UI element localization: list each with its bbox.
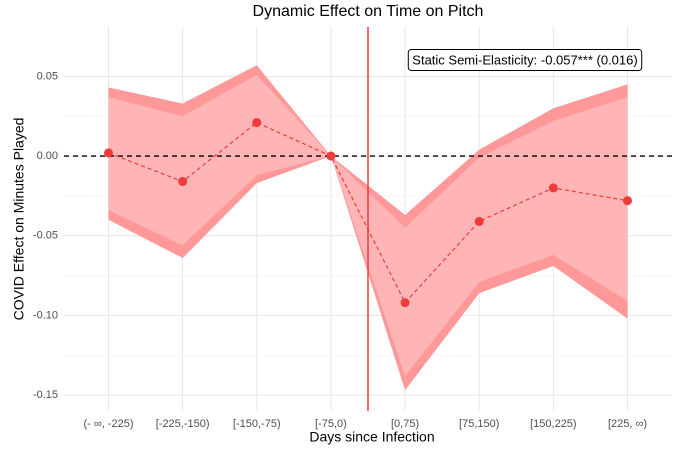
x-tick-label: [-225,-150) [156, 418, 210, 430]
y-tick-label: 0.00 [37, 150, 58, 162]
point [326, 151, 336, 161]
y-axis-title: COVID Effect on Minutes Played [11, 118, 27, 321]
point [400, 298, 410, 308]
x-tick-label: [-75,0) [315, 418, 347, 430]
estimate-line [108, 121, 628, 304]
y-tick-label: -0.15 [33, 389, 58, 401]
x-tick-label: [225, ∞) [608, 418, 647, 430]
chart-title: Dynamic Effect on Time on Pitch [253, 3, 484, 20]
point [474, 216, 484, 226]
x-axis-title: Days since Infection [309, 429, 434, 445]
x-tick-label: [-150,-75) [233, 418, 281, 430]
point [623, 196, 633, 206]
annotation-box [407, 48, 643, 71]
x-tick-label: [75,150) [459, 418, 499, 430]
point [103, 148, 113, 158]
point [178, 177, 188, 187]
annotation: Static Semi-Elasticity: -0.057*** (0.016… [412, 52, 637, 67]
point [252, 118, 262, 128]
point [548, 183, 558, 193]
x-tick-label: [150,225) [530, 418, 576, 430]
y-tick-label: 0.05 [37, 70, 58, 82]
y-tick-label: -0.10 [33, 309, 58, 321]
y-tick-label: -0.05 [33, 230, 58, 242]
x-tick-label: (- ∞, -225) [83, 418, 133, 430]
x-tick-label: [0,75) [391, 418, 419, 430]
